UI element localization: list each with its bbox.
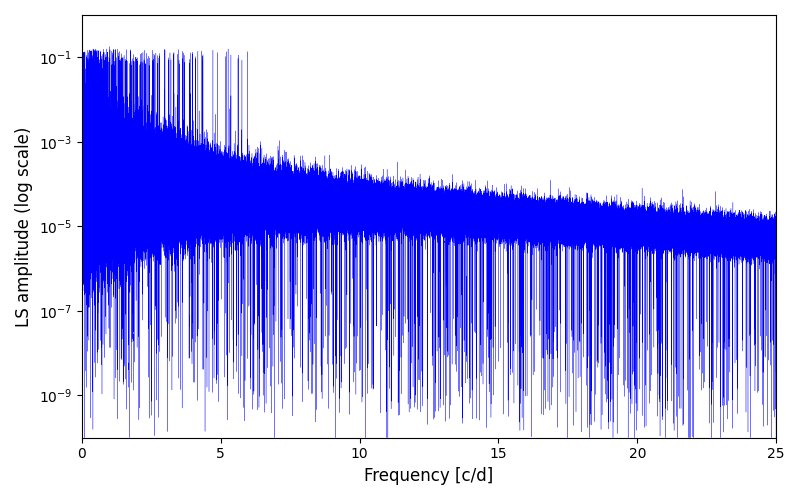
Y-axis label: LS amplitude (log scale): LS amplitude (log scale): [15, 126, 33, 326]
X-axis label: Frequency [c/d]: Frequency [c/d]: [364, 467, 494, 485]
